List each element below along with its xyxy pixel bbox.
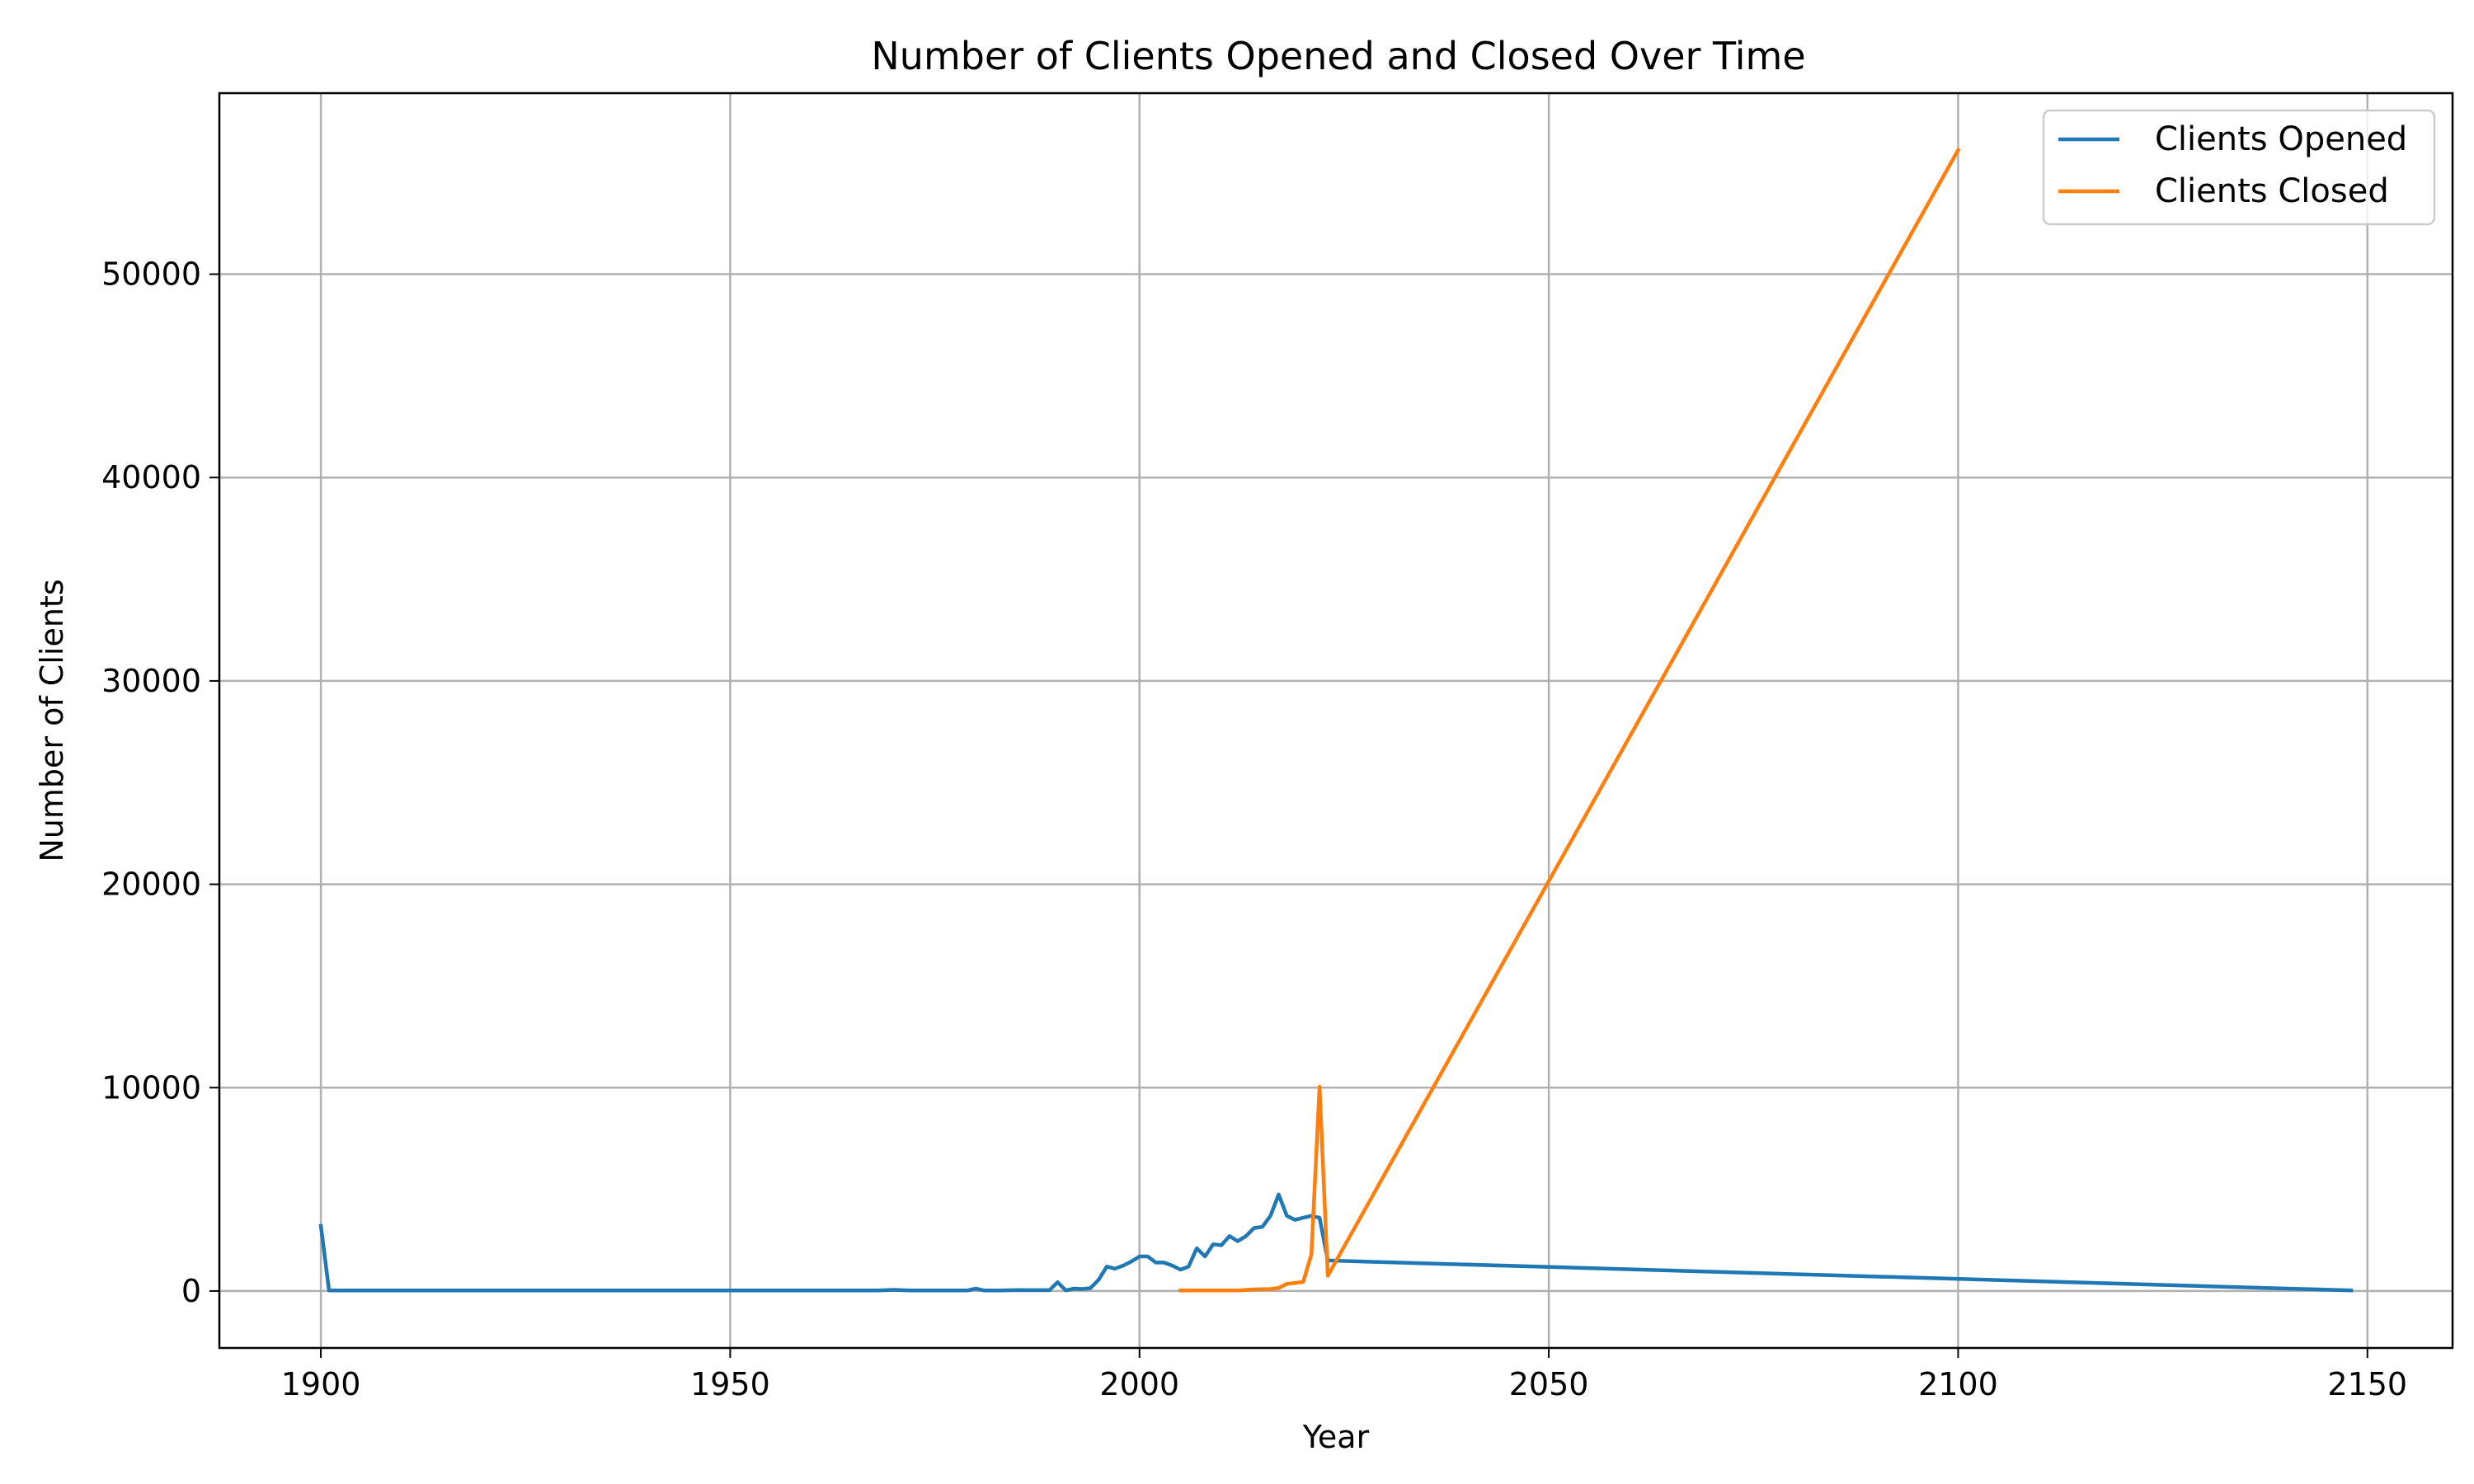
series-line-clients-opened	[318, 1192, 2354, 1293]
x-tick-label: 1900	[281, 1366, 361, 1402]
legend-box	[2042, 109, 2436, 226]
x-tick-label: 1950	[690, 1366, 770, 1402]
x-tick-label: 2050	[1509, 1366, 1589, 1402]
y-axis-label: Number of Clients	[34, 579, 70, 862]
axis-ticks: 1900 1950 2000 2050 2100 2150 0 10000 20000 30000…	[101, 256, 2407, 1402]
series-line-clients-closed	[1178, 148, 1961, 1293]
y-tick-label: 20000	[101, 866, 201, 903]
series-lines	[318, 148, 2354, 1293]
y-tick-label: 30000	[101, 663, 201, 699]
x-tick-label: 2000	[1099, 1366, 1179, 1402]
y-tick-label: 40000	[101, 459, 201, 495]
plot-area-frame	[218, 92, 2454, 1350]
x-tick-label: 2150	[2327, 1366, 2407, 1402]
y-tick-label: 50000	[101, 256, 201, 293]
y-tick-label: 10000	[101, 1069, 201, 1106]
grid	[219, 93, 2453, 1348]
legend-label-clients-opened: Clients Opened	[2155, 120, 2407, 158]
legend: Clients Opened Clients Closed	[2042, 109, 2436, 226]
x-axis-label: Year	[1302, 1419, 1370, 1455]
x-tick-label: 2100	[1918, 1366, 1998, 1402]
y-tick-label: 0	[181, 1273, 201, 1309]
chart-title: Number of Clients Opened and Closed Over…	[871, 34, 1805, 78]
legend-label-clients-closed: Clients Closed	[2155, 172, 2389, 210]
